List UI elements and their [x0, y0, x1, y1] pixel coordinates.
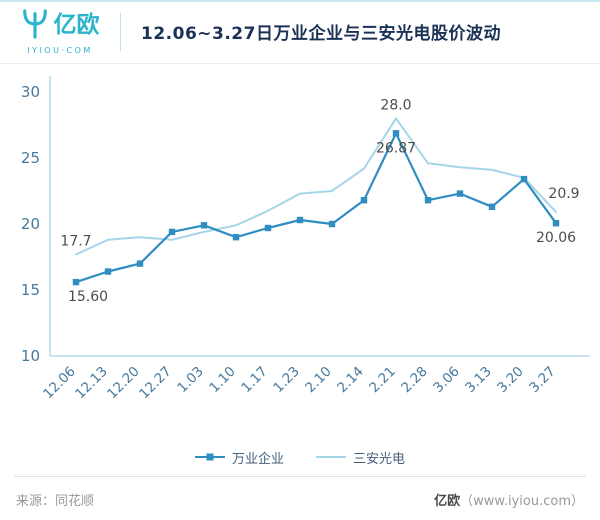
svg-text:1.23: 1.23 [270, 364, 303, 397]
svg-text:10: 10 [21, 347, 40, 365]
series-line [75, 117, 557, 256]
logo-top: 亿欧 [21, 8, 100, 44]
svg-text:17.7: 17.7 [60, 233, 91, 249]
data-labels: 17.7 15.60 28.0 26.87 20.9 20.06 [60, 97, 579, 305]
header: 亿欧 IYIOU·COM 12.06~3.27日万业企业与三安光电股价波动 [0, 2, 600, 64]
chart-legend: 万业企业 三安光电 [0, 443, 600, 471]
svg-text:12.06: 12.06 [40, 364, 79, 403]
logo-text: 亿欧 [53, 12, 100, 39]
svg-text:3.13: 3.13 [462, 364, 495, 397]
header-divider [120, 12, 121, 51]
chart-area: 10 15 20 25 30 12.06 12.13 12.20 12.27 1.03 1.10 1.… [0, 64, 600, 443]
svg-text:2.14: 2.14 [334, 364, 367, 397]
legend-swatch [194, 453, 225, 461]
svg-text:1.17: 1.17 [238, 364, 271, 397]
legend-marker [206, 453, 214, 461]
legend-label: 万业企业 [231, 451, 284, 467]
footer: 来源：同花顺 亿欧（www.iyiou.com） [14, 476, 586, 520]
svg-text:28.0: 28.0 [380, 97, 411, 113]
logo-subtext: IYIOU·COM [27, 46, 93, 55]
svg-text:2.21: 2.21 [366, 364, 399, 397]
y-axis-labels: 10 15 20 25 30 [21, 83, 40, 365]
page-title: 12.06~3.27日万业企业与三安光电股价波动 [141, 24, 501, 44]
svg-text:25: 25 [21, 149, 40, 167]
svg-text:3.06: 3.06 [430, 364, 463, 397]
svg-text:30: 30 [21, 83, 40, 101]
legend-swatch [316, 456, 346, 458]
svg-text:20.9: 20.9 [548, 186, 579, 202]
svg-text:12.13: 12.13 [72, 364, 111, 403]
svg-text:3.27: 3.27 [526, 364, 559, 397]
svg-text:26.87: 26.87 [376, 140, 416, 156]
svg-text:3.20: 3.20 [494, 364, 527, 397]
svg-text:20.06: 20.06 [536, 230, 576, 246]
iyiou-logo-icon [21, 8, 49, 44]
svg-text:2.28: 2.28 [398, 364, 431, 397]
source-text: 来源：同花顺 [16, 494, 95, 509]
brand-url: （www.iyiou.com） [460, 494, 584, 509]
legend-label: 三安光电 [353, 451, 406, 467]
svg-text:2.10: 2.10 [302, 364, 335, 397]
svg-text:12.27: 12.27 [136, 364, 175, 403]
brand-name: 亿欧 [434, 494, 461, 509]
svg-text:12.20: 12.20 [104, 364, 143, 403]
brand-text: 亿欧（www.iyiou.com） [434, 490, 584, 509]
svg-text:20: 20 [21, 215, 40, 233]
logo: 亿欧 IYIOU·COM [16, 8, 104, 55]
axes [49, 76, 590, 357]
legend-item: 万业企业 [194, 448, 284, 467]
svg-text:15: 15 [21, 281, 40, 299]
svg-text:1.03: 1.03 [174, 364, 207, 397]
series-line [72, 130, 560, 286]
legend-item: 三安光电 [316, 448, 405, 467]
svg-text:1.10: 1.10 [206, 364, 239, 397]
svg-text:15.60: 15.60 [68, 289, 108, 305]
